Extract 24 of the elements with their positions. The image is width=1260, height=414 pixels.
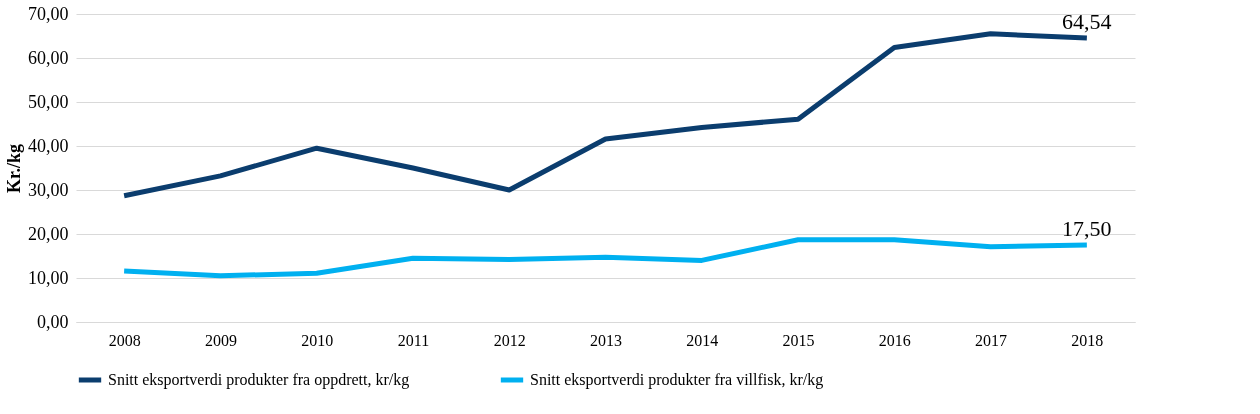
y-tick-label: 10,00 — [28, 267, 69, 288]
x-tick-label: 2018 — [1071, 331, 1104, 349]
y-tick-label: 40,00 — [28, 135, 69, 156]
y-tick-label: 60,00 — [28, 47, 69, 68]
x-tick-label: 2016 — [878, 331, 911, 349]
y-tick-label: 20,00 — [28, 223, 69, 244]
data-label: 64,54 — [1062, 9, 1112, 35]
x-tick-label: 2008 — [108, 331, 141, 349]
y-axis-title: Kr./kg — [4, 144, 24, 193]
y-tick-label: 70,00 — [28, 3, 69, 24]
data-label: 17,50 — [1062, 216, 1112, 241]
x-tick-label: 2009 — [204, 331, 237, 349]
x-tick-label: 2012 — [493, 331, 526, 349]
y-tick-label: 0,00 — [37, 311, 69, 332]
x-tick-label: 2011 — [397, 331, 430, 349]
x-tick-label: 2013 — [590, 331, 622, 349]
legend-label: Snitt eksportverdi produkter fra villfisk, kr/kg — [530, 371, 824, 389]
x-tick-label: 2015 — [782, 331, 815, 349]
y-tick-label: 30,00 — [28, 179, 69, 200]
legend-label: Snitt eksportverdi produkter fra oppdrett, kr/kg — [108, 371, 410, 389]
x-tick-label: 2014 — [686, 331, 719, 349]
x-tick-label: 2010 — [301, 331, 334, 349]
y-tick-label: 50,00 — [28, 91, 69, 112]
x-tick-label: 2017 — [975, 331, 1008, 349]
